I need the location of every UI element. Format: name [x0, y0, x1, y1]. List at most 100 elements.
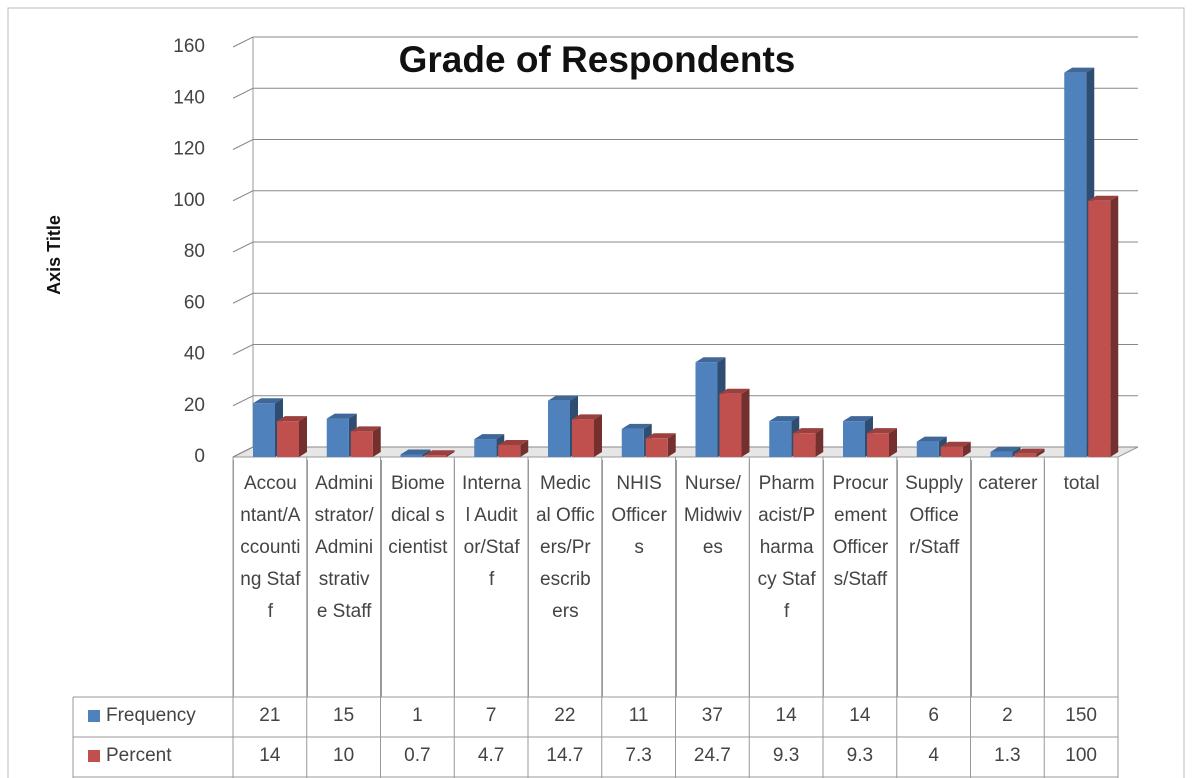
bar [867, 433, 889, 457]
bar [350, 431, 373, 457]
bar-side [962, 441, 971, 457]
bar-top [548, 395, 578, 401]
bar-top [474, 434, 505, 440]
y-tick-label: 120 [173, 139, 205, 160]
bar-top [621, 423, 652, 429]
table-value: 9.3 [772, 745, 800, 766]
grid-line [232, 36, 1138, 48]
table-value: 6 [928, 705, 939, 726]
bar [1088, 200, 1111, 457]
bar [843, 421, 865, 457]
bar [548, 400, 570, 457]
y-tick-label: 40 [184, 344, 205, 365]
y-tick-label: 80 [184, 241, 205, 262]
bar [424, 455, 447, 457]
table-value: 15 [333, 705, 355, 726]
y-tick-label: 140 [173, 87, 205, 108]
category-label: Pharmacist/Pharmacy Staff [749, 460, 823, 697]
y-tick-label: 0 [194, 446, 205, 467]
bar [498, 444, 521, 457]
legend-swatch [88, 749, 100, 762]
bar-top [1088, 195, 1119, 201]
bar [645, 438, 668, 457]
bar-top [940, 441, 971, 447]
bar-top [424, 450, 455, 456]
table-value: 11 [628, 705, 649, 726]
category-label: NHIS Officers [601, 460, 676, 697]
bar [769, 421, 792, 457]
bar [916, 441, 939, 457]
table-value: 4.7 [477, 745, 505, 766]
category-label: Nurse/Midwives [675, 460, 750, 697]
bar-side [446, 450, 455, 457]
table-value: 1 [412, 705, 423, 726]
bar-side [741, 388, 750, 457]
bar-top [769, 416, 800, 422]
bar-top [719, 388, 750, 394]
bar [719, 393, 742, 457]
grid-line [232, 87, 1138, 99]
legend-entry: Frequency [74, 700, 233, 740]
bar [621, 428, 644, 457]
chart-border [7, 7, 1185, 778]
category-label: Accountant/Accounting Staff [233, 460, 307, 697]
bar [990, 451, 1013, 457]
table-value: 14 [259, 745, 281, 766]
bar [940, 446, 963, 457]
bar-top [916, 436, 947, 442]
bar-side [889, 428, 897, 457]
bar-side [815, 428, 824, 457]
table-value: 14.7 [546, 745, 584, 766]
bar-side [372, 426, 381, 457]
bar-top [793, 428, 824, 434]
table-value: 21 [259, 705, 281, 726]
bar [277, 421, 299, 457]
bar [695, 362, 718, 457]
table-value: 1.3 [994, 745, 1021, 766]
table-value: 7.3 [625, 745, 652, 766]
y-axis-title: Axis Title [44, 215, 64, 295]
grid-line [232, 395, 1138, 407]
grid-line [232, 241, 1138, 253]
table-value: 22 [554, 705, 576, 726]
y-tick-label: 100 [173, 190, 205, 211]
bar [793, 433, 816, 457]
bar [1014, 453, 1037, 457]
bar [474, 439, 497, 457]
table-value: 10 [333, 745, 355, 766]
bar-top [843, 416, 873, 422]
bar-side [1036, 448, 1045, 457]
bar-top [1064, 67, 1095, 73]
table-value: 9.3 [846, 745, 874, 766]
category-label: Procurement Officers/Staff [823, 460, 897, 697]
y-tick-label: 160 [173, 36, 205, 57]
grid-line [232, 190, 1138, 202]
bar [326, 418, 349, 457]
bar-side [299, 416, 307, 457]
bar-top [990, 446, 1021, 452]
bar-top [695, 357, 726, 363]
bar-top [498, 439, 529, 445]
bar-top [326, 413, 357, 419]
bar-side [1110, 195, 1119, 457]
bar-top [572, 414, 602, 420]
table-value: 14 [849, 705, 871, 726]
bar-top [867, 428, 897, 434]
legend-label: Percent [106, 745, 172, 766]
category-label: Internal Auditor/Staff [454, 460, 528, 697]
legend-swatch [88, 709, 100, 722]
category-label: caterer [970, 460, 1045, 697]
y-tick-label: 20 [184, 395, 205, 416]
bar [400, 454, 423, 457]
bar-top [253, 398, 283, 404]
table-value: 0.7 [404, 745, 431, 766]
grid-line [232, 139, 1138, 150]
y-tick-label: 60 [184, 292, 205, 313]
table-value: 14 [775, 705, 797, 726]
category-label: Biomedical scientist [380, 460, 455, 697]
bar-top [400, 449, 431, 455]
category-label: Administrator/Administrative Staff [306, 460, 381, 697]
table-value: 150 [1065, 705, 1097, 726]
